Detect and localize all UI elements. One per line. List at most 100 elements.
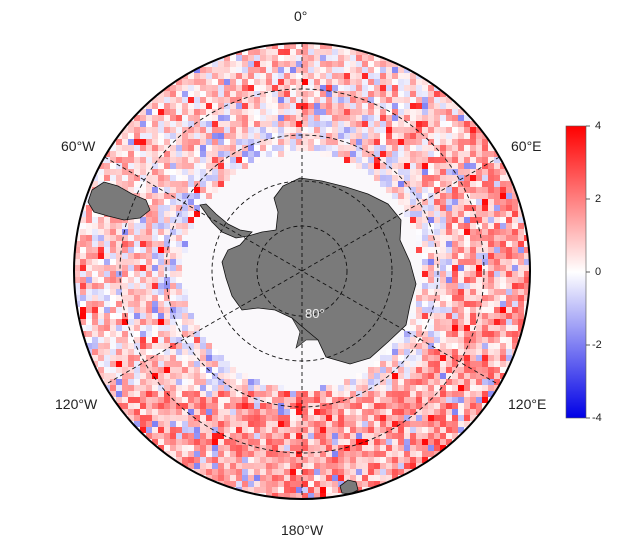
anomaly-cell [98,295,104,301]
anomaly-cell [188,403,194,409]
anomaly-cell [458,265,464,271]
anomaly-cell [152,217,158,223]
anomaly-cell [428,367,434,373]
anomaly-cell [500,337,506,343]
anomaly-cell [320,415,326,421]
anomaly-cell [428,373,434,379]
anomaly-cell [194,403,200,409]
anomaly-cell [224,385,230,391]
anomaly-cell [176,283,182,289]
anomaly-cell [410,361,416,367]
anomaly-cell [428,175,434,181]
anomaly-cell [506,313,512,319]
anomaly-cell [110,265,116,271]
anomaly-cell [434,403,440,409]
anomaly-cell [164,115,170,121]
anomaly-cell [344,109,350,115]
anomaly-cell [230,445,236,451]
anomaly-cell [440,145,446,151]
anomaly-cell [128,397,134,403]
anomaly-cell [218,181,224,187]
anomaly-cell [242,457,248,463]
anomaly-cell [182,415,188,421]
anomaly-cell [218,157,224,163]
anomaly-cell [464,301,470,307]
anomaly-cell [434,127,440,133]
anomaly-cell [158,109,164,115]
anomaly-cell [386,415,392,421]
anomaly-cell [200,79,206,85]
anomaly-cell [164,151,170,157]
anomaly-cell [212,187,218,193]
anomaly-cell [140,265,146,271]
anomaly-cell [152,325,158,331]
anomaly-cell [326,409,332,415]
anomaly-cell [488,151,494,157]
anomaly-cell [332,403,338,409]
anomaly-cell [392,343,398,349]
anomaly-cell [434,175,440,181]
anomaly-cell [260,109,266,115]
anomaly-cell [440,439,446,445]
anomaly-cell [446,193,452,199]
anomaly-cell [410,319,416,325]
anomaly-cell [326,433,332,439]
anomaly-cell [80,301,86,307]
anomaly-cell [524,271,530,277]
anomaly-cell [392,127,398,133]
anomaly-cell [470,379,476,385]
anomaly-cell [206,469,212,475]
anomaly-cell [188,79,194,85]
anomaly-cell [146,139,152,145]
anomaly-cell [92,361,98,367]
anomaly-cell [416,439,422,445]
anomaly-cell [482,157,488,163]
anomaly-cell [242,379,248,385]
anomaly-cell [146,433,152,439]
anomaly-cell [110,301,116,307]
anomaly-cell [164,109,170,115]
anomaly-cell [152,163,158,169]
anomaly-cell [308,73,314,79]
anomaly-cell [332,91,338,97]
anomaly-cell [200,451,206,457]
anomaly-cell [368,463,374,469]
anomaly-cell [488,331,494,337]
anomaly-cell [404,325,410,331]
anomaly-cell [98,289,104,295]
anomaly-cell [110,229,116,235]
anomaly-cell [446,139,452,145]
anomaly-cell [272,127,278,133]
anomaly-cell [224,61,230,67]
anomaly-cell [260,481,266,487]
anomaly-cell [176,337,182,343]
anomaly-cell [116,139,122,145]
anomaly-cell [476,307,482,313]
anomaly-cell [200,199,206,205]
anomaly-cell [272,91,278,97]
anomaly-cell [92,325,98,331]
anomaly-cell [146,325,152,331]
anomaly-cell [434,109,440,115]
anomaly-cell [236,115,242,121]
anomaly-cell [350,445,356,451]
anomaly-cell [158,259,164,265]
anomaly-cell [278,127,284,133]
anomaly-cell [224,175,230,181]
anomaly-cell [416,343,422,349]
anomaly-cell [230,61,236,67]
anomaly-cell [206,151,212,157]
anomaly-cell [464,325,470,331]
anomaly-cell [158,265,164,271]
anomaly-cell [332,115,338,121]
anomaly-cell [380,169,386,175]
anomaly-cell [398,385,404,391]
anomaly-cell [140,385,146,391]
anomaly-cell [494,295,500,301]
anomaly-cell [506,175,512,181]
anomaly-cell [350,109,356,115]
anomaly-cell [128,151,134,157]
anomaly-cell [182,103,188,109]
anomaly-cell [116,283,122,289]
anomaly-cell [182,145,188,151]
